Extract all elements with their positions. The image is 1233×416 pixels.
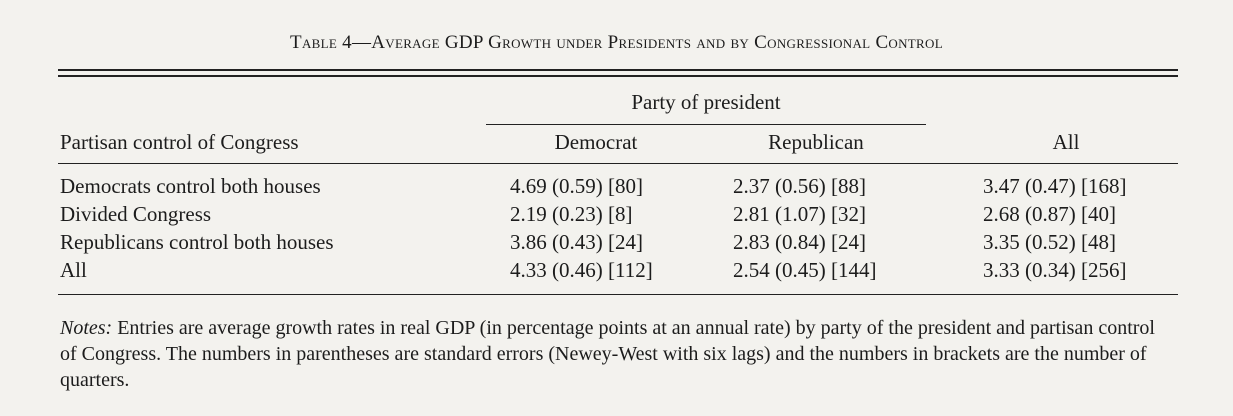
table-cell: 4.69 (0.59) [80]: [510, 174, 643, 198]
table-cell: 2.54 (0.45) [144]: [733, 258, 877, 282]
row-label: Divided Congress: [60, 202, 212, 226]
table-cell: 2.81 (1.07) [32]: [733, 202, 866, 226]
table-number: Table 4: [290, 32, 352, 53]
row-label: All: [60, 258, 87, 282]
table-cell: 3.86 (0.43) [24]: [510, 230, 643, 254]
table-title: Average GDP Growth under Presidents and …: [371, 32, 943, 53]
table-caption: Table 4—Average GDP Growth under Preside…: [0, 32, 1233, 54]
row-label: Republicans control both houses: [60, 230, 334, 254]
bottom-rule: [58, 294, 1178, 295]
spanner-party-of-president: Party of president: [631, 90, 781, 114]
stub-header: Partisan control of Congress: [60, 130, 299, 154]
column-header-republican: Republican: [768, 130, 864, 154]
notes-label: Notes:: [60, 317, 113, 339]
table-cell: 2.37 (0.56) [88]: [733, 174, 866, 198]
row-label: Democrats control both houses: [60, 174, 321, 198]
top-double-rule-lower: [58, 75, 1178, 77]
table-cell: 2.68 (0.87) [40]: [983, 202, 1116, 226]
header-rule: [58, 163, 1178, 164]
table-cell: 2.19 (0.23) [8]: [510, 202, 633, 226]
notes-text: Entries are average growth rates in real…: [60, 317, 1155, 391]
table-cell: 3.33 (0.34) [256]: [983, 258, 1127, 282]
table-notes: Notes: Entries are average growth rates …: [60, 315, 1175, 393]
spanner-rule: [486, 124, 926, 125]
caption-dash: —: [351, 32, 372, 53]
top-double-rule-upper: [58, 69, 1178, 71]
column-header-democrat: Democrat: [554, 130, 638, 154]
column-header-all: All: [1052, 130, 1080, 154]
table-cell: 4.33 (0.46) [112]: [510, 258, 653, 282]
table-cell: 2.83 (0.84) [24]: [733, 230, 866, 254]
table-cell: 3.47 (0.47) [168]: [983, 174, 1127, 198]
table-cell: 3.35 (0.52) [48]: [983, 230, 1116, 254]
